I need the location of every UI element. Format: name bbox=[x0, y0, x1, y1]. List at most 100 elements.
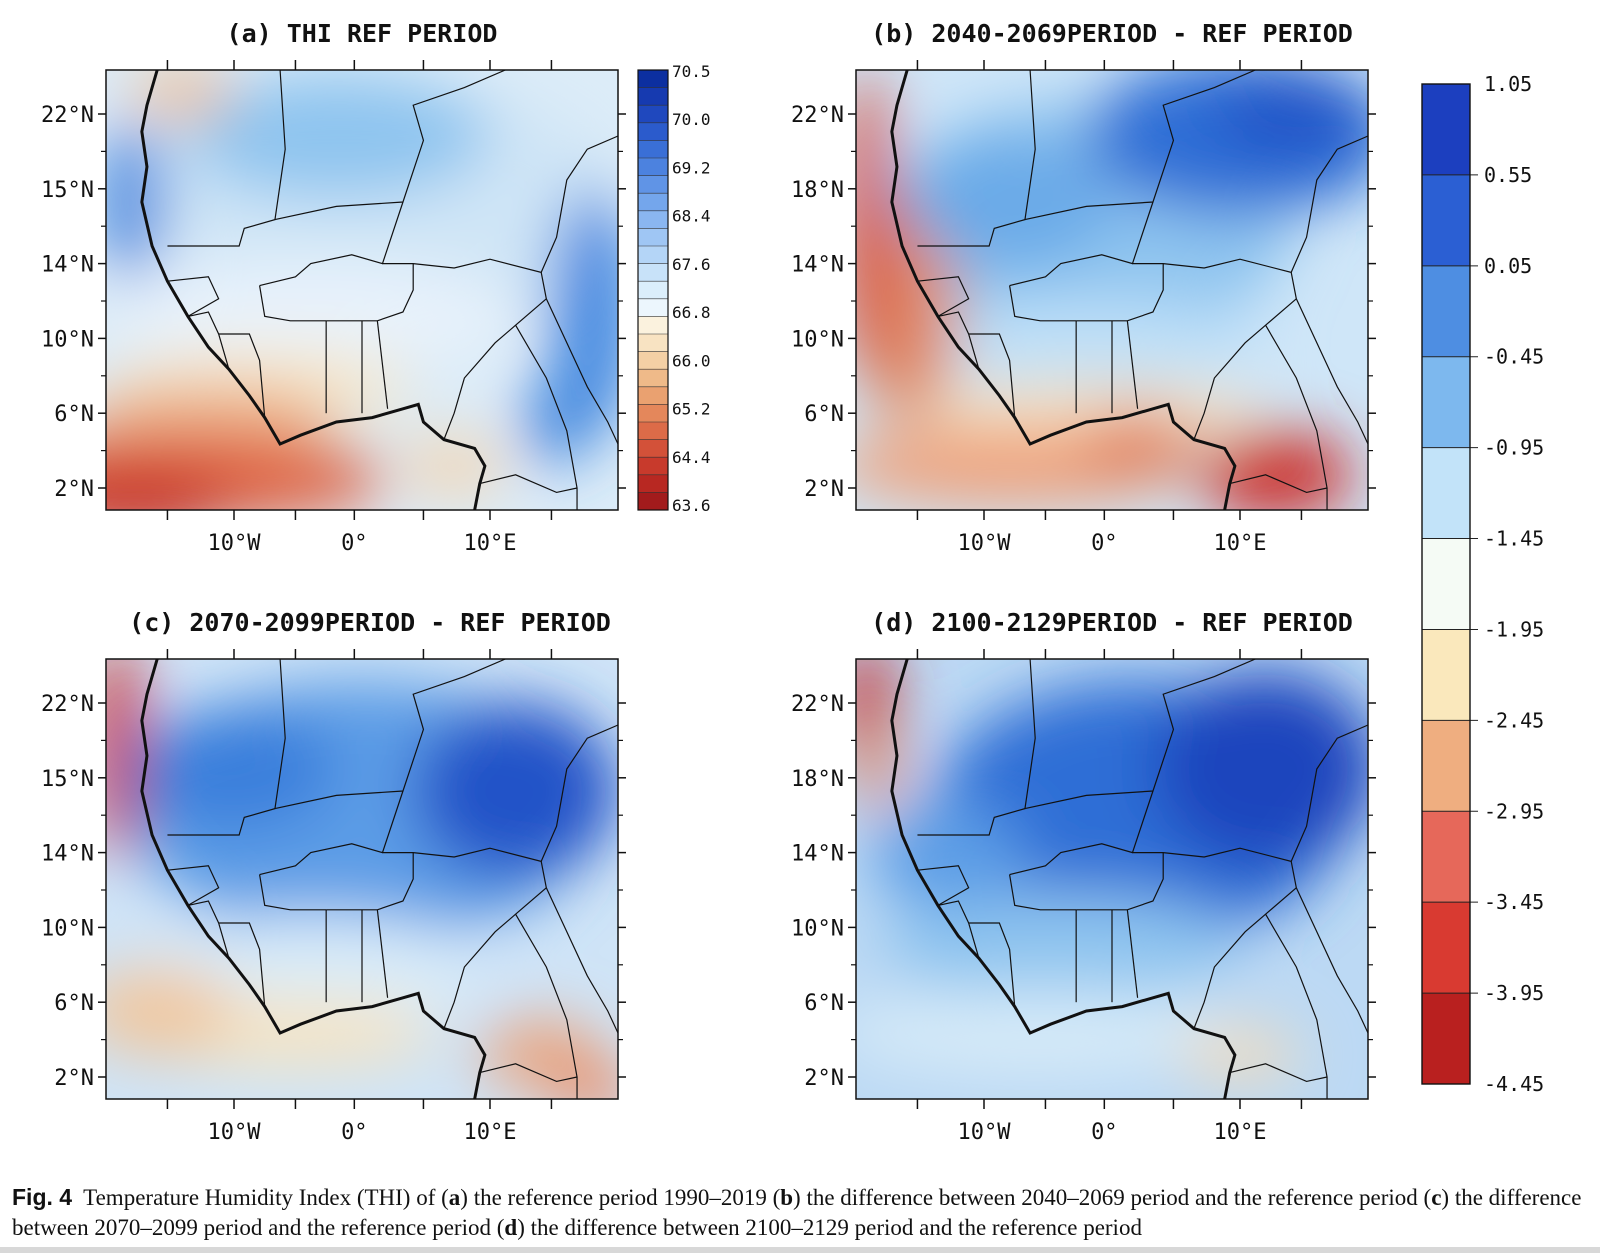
caption-text-1: Temperature Humidity Index (THI) of ( bbox=[83, 1185, 449, 1210]
panel-d-map: (d) 2100-2129PERIOD - REF PERIOD 22°N 18°… bbox=[791, 608, 1376, 1145]
country-border bbox=[917, 659, 1036, 836]
lon-tick-label: 0° bbox=[1091, 1120, 1118, 1145]
country-border bbox=[167, 70, 286, 247]
colorbar-a-swatch bbox=[638, 158, 668, 177]
country-border bbox=[326, 852, 414, 911]
colorbar-a-label: 70.0 bbox=[672, 110, 711, 129]
lat-tick-label: 18°N bbox=[791, 767, 844, 792]
lat-tick-label: 2°N bbox=[54, 1066, 94, 1091]
figure-caption: Fig. 4 Temperature Humidity Index (THI) … bbox=[12, 1182, 1592, 1243]
lat-tick-label: 10°N bbox=[41, 916, 94, 941]
colorbar-a-label: 65.2 bbox=[672, 400, 711, 419]
colorbar-a-frame bbox=[637, 69, 669, 511]
caption-figure-label: Fig. 4 bbox=[12, 1184, 73, 1210]
panel-c-coastline bbox=[140, 658, 487, 1100]
colorbar-panel-a: 70.5 70.0 69.2 68.4 67.6 66.8 66.0 65.2 64.4 63.6 bbox=[637, 62, 711, 515]
country-border bbox=[1076, 852, 1164, 911]
caption-text-3: ) the difference between 2040–2069 perio… bbox=[793, 1185, 1432, 1210]
colorbar-a-swatch bbox=[638, 369, 668, 388]
field-patch bbox=[907, 298, 1266, 387]
panel-c-title: (c) 2070-2099PERIOD - REF PERIOD bbox=[129, 608, 611, 637]
country-border bbox=[259, 874, 327, 911]
colorbar-diff-swatch bbox=[1422, 356, 1470, 449]
colorbar-diff-label: -1.95 bbox=[1484, 617, 1544, 641]
panel-c-frame bbox=[105, 658, 619, 1100]
lat-tick-label: 10°N bbox=[791, 916, 844, 941]
colorbar-a-label: 69.2 bbox=[672, 158, 711, 177]
country-border bbox=[1265, 913, 1328, 1099]
country-border bbox=[1229, 1063, 1328, 1083]
colorbar-diff-swatch bbox=[1422, 902, 1470, 994]
lat-tick-label: 14°N bbox=[41, 842, 94, 867]
colorbar-diff-label: -0.95 bbox=[1484, 436, 1544, 460]
colorbar-diff-swatch bbox=[1422, 447, 1470, 540]
lat-tick-label: 22°N bbox=[791, 692, 844, 717]
country-border bbox=[1295, 298, 1368, 445]
lat-tick-label: 14°N bbox=[791, 842, 844, 867]
lon-tick-label: 10°E bbox=[1214, 531, 1267, 556]
colorbar-a-swatch bbox=[638, 386, 668, 405]
colorbar-a-swatch bbox=[638, 281, 668, 300]
colorbar-a-swatch bbox=[638, 351, 668, 370]
colorbar-a-swatch bbox=[638, 105, 668, 124]
colorbar-a-swatch bbox=[638, 87, 668, 106]
field-patch bbox=[106, 967, 234, 1055]
country-border bbox=[167, 659, 286, 836]
caption-bold-c: c bbox=[1431, 1185, 1442, 1210]
country-border bbox=[1290, 135, 1368, 273]
country-border bbox=[515, 324, 578, 510]
country-border bbox=[187, 311, 230, 370]
country-border bbox=[259, 285, 327, 322]
panel-d-title: (d) 2100-2129PERIOD - REF PERIOD bbox=[871, 608, 1353, 637]
colorbar-difference: 1.05 0.55 0.05 -0.45 -0.95 -1.45 -1.95 -2.45 -2.… bbox=[1421, 72, 1544, 1096]
field-patch bbox=[907, 136, 1112, 268]
country-border bbox=[479, 1063, 578, 1083]
colorbar-diff-frame bbox=[1421, 83, 1471, 1085]
lat-tick-label: 10°N bbox=[41, 327, 94, 352]
panel-d-coastline bbox=[890, 658, 1237, 1100]
country-border bbox=[937, 311, 980, 370]
field-patch bbox=[106, 122, 163, 282]
country-border bbox=[917, 865, 970, 906]
field-patch bbox=[131, 70, 234, 119]
country-border bbox=[259, 201, 404, 287]
colorbar-a-swatch bbox=[638, 298, 668, 317]
field-patch bbox=[402, 435, 506, 497]
caption-text-5: ) the difference between 2100–2129 perio… bbox=[517, 1215, 1142, 1240]
field-patch bbox=[856, 725, 897, 813]
lon-tick-label: 0° bbox=[341, 531, 368, 556]
country-border bbox=[1126, 909, 1139, 998]
field-patch bbox=[131, 707, 337, 831]
colorbar-a-swatch bbox=[638, 422, 668, 441]
panel-b-map: (b) 2040-2069PERIOD - REF PERIOD 22°N 18°… bbox=[791, 19, 1376, 556]
colorbar-diff-swatch bbox=[1422, 720, 1470, 812]
colorbar-a-swatch bbox=[638, 140, 668, 159]
colorbar-diff-swatch bbox=[1422, 174, 1470, 267]
colorbar-diff-swatch bbox=[1422, 811, 1470, 903]
lon-tick-label: 10°E bbox=[464, 1120, 517, 1145]
country-border bbox=[218, 333, 266, 418]
caption-bold-d: d bbox=[504, 1215, 518, 1240]
country-border bbox=[479, 474, 578, 494]
colorbar-diff-label: -0.45 bbox=[1484, 345, 1544, 369]
colorbar-diff-swatch bbox=[1422, 538, 1470, 630]
field-patch bbox=[856, 989, 1240, 1077]
colorbar-diff-label: -3.95 bbox=[1484, 981, 1544, 1005]
panel-b-coastline bbox=[890, 69, 1237, 511]
country-border bbox=[968, 922, 1016, 1007]
lat-tick-label: 6°N bbox=[804, 991, 844, 1016]
panel-b-title: (b) 2040-2069PERIOD - REF PERIOD bbox=[871, 19, 1353, 48]
country-border bbox=[917, 276, 970, 317]
panel-d-frame bbox=[855, 658, 1369, 1100]
colorbar-diff-swatch bbox=[1422, 629, 1470, 721]
field-patch bbox=[871, 804, 1025, 910]
country-border bbox=[187, 900, 230, 959]
field-patch bbox=[413, 703, 618, 879]
colorbar-diff-label: 1.05 bbox=[1484, 72, 1532, 96]
field-patch bbox=[1214, 70, 1368, 158]
country-border bbox=[515, 913, 578, 1099]
colorbar-a-swatch bbox=[638, 474, 668, 493]
country-border bbox=[218, 922, 266, 1007]
field-patch bbox=[881, 892, 1240, 998]
panel-a-coastline bbox=[140, 69, 487, 511]
